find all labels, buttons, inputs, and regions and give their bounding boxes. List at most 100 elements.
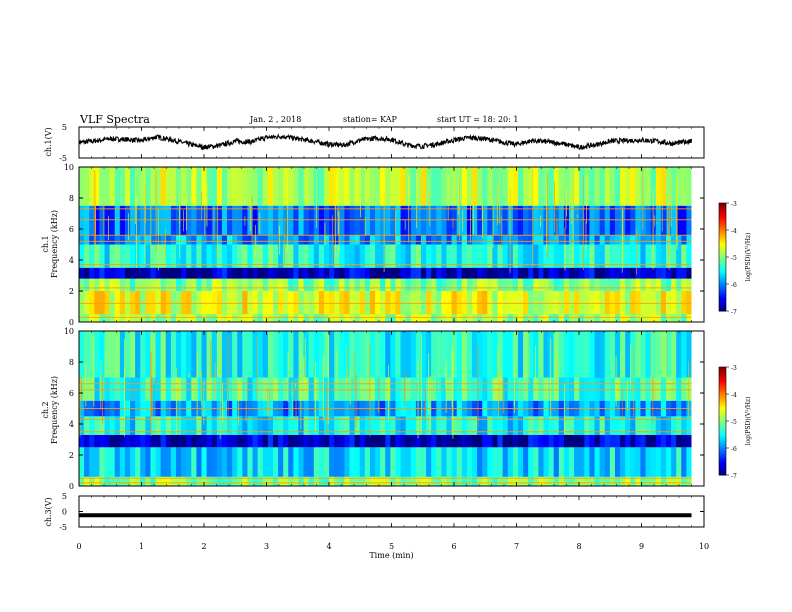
spectrogram-cell: [523, 377, 529, 401]
spectrogram-cell: [165, 167, 172, 206]
colorbar-cell: [719, 307, 726, 310]
spectrogram-cell: [681, 291, 687, 315]
spectrogram-cell: [502, 416, 509, 435]
spectrogram-cell: [563, 278, 570, 291]
spectrogram-cell: [359, 167, 366, 206]
spectrogram-cell: [262, 244, 269, 268]
spectrogram-cell: [186, 167, 192, 206]
spectrogram-cell: [584, 416, 591, 435]
spectrogram-cell: [145, 244, 152, 268]
spectrogram-cell: [604, 416, 611, 435]
spectrogram-cell: [676, 267, 682, 279]
colorbar-cell: [719, 469, 726, 472]
spectrogram-cell: [385, 278, 391, 291]
colorbar-cell: [719, 408, 726, 411]
spectrogram-cell: [660, 167, 667, 206]
spectrogram-cell: [119, 244, 126, 268]
spectrogram-cell: [339, 167, 346, 206]
spectrogram-cell: [415, 416, 422, 435]
spectrogram-cell: [206, 434, 213, 448]
spectrogram-cell: [313, 235, 320, 245]
spectrogram-cell: [466, 447, 473, 477]
spectrogram-cell: [354, 314, 361, 322]
spectrogram-cell: [579, 331, 585, 378]
spectrogram-cell: [339, 278, 346, 291]
spectrogram-cell: [548, 278, 555, 291]
spectrogram-cell: [451, 278, 458, 291]
spectrogram-cell: [497, 205, 504, 236]
spectrogram-cell: [594, 434, 601, 448]
spectrogram-cell: [405, 267, 412, 279]
spectrogram-cell: [293, 235, 300, 245]
spectrogram-cell: [262, 434, 269, 448]
spectrogram-cell: [329, 434, 335, 448]
spectrogram-cell: [533, 416, 539, 435]
spectrogram-cell: [349, 331, 356, 378]
spectrogram-cell: [140, 167, 146, 206]
spectrogram-cell: [359, 267, 366, 279]
spectrogram-cell: [502, 244, 509, 268]
spectrogram-cell: [155, 476, 162, 486]
spectrogram-cell: [298, 331, 305, 378]
spectrogram-cell: [359, 377, 366, 401]
spectrogram-cell: [247, 377, 254, 401]
spectrogram-cell: [533, 447, 539, 477]
spectrogram-cell: [543, 476, 550, 486]
spectrogram-cell: [196, 331, 203, 378]
spectrogram-cell: [599, 167, 606, 206]
spectrogram-cell: [155, 331, 162, 378]
spectrogram-cell: [191, 476, 197, 486]
spectrogram-cell: [303, 331, 310, 378]
spectrogram-cell: [604, 291, 611, 315]
spectrogram-cell: [676, 447, 682, 477]
spectrogram-cell: [354, 377, 361, 401]
spectrogram-cell: [676, 278, 682, 291]
spectrogram-cell: [635, 416, 642, 435]
spectrogram-cell: [267, 235, 274, 245]
spectrogram-cell: [400, 447, 407, 477]
spectrogram-cell: [369, 377, 376, 401]
spectrogram-cell: [380, 314, 386, 322]
spectrogram-cell: [431, 434, 437, 448]
spectrogram-cell: [553, 447, 560, 477]
spectrogram-cell: [313, 476, 320, 486]
spectrogram-cell: [563, 291, 570, 315]
spectrogram-cell: [140, 476, 146, 486]
spectrogram-cell: [232, 244, 238, 268]
spectrogram-cell: [308, 476, 315, 486]
spectrogram-cell: [288, 416, 294, 435]
spectrogram-cell: [410, 447, 417, 477]
spectrogram-cell: [201, 244, 208, 268]
spectrogram-cell: [681, 235, 687, 245]
spectrogram-cell: [512, 205, 519, 236]
colorbar-cell: [719, 293, 726, 296]
colorbar-cell: [719, 433, 726, 436]
spectrogram-cell: [150, 291, 157, 315]
spectrogram-cell: [609, 291, 616, 315]
spectrogram-cell: [609, 314, 616, 322]
spectrogram-cell: [431, 167, 437, 206]
spectrogram-cell: [329, 314, 335, 322]
spectrogram-cell: [135, 244, 141, 268]
spectrogram-cell: [426, 205, 432, 236]
spectrogram-cell: [599, 314, 606, 322]
spectrogram-cell: [175, 377, 182, 401]
spectrogram-cell: [252, 416, 259, 435]
spectrogram-cell: [431, 314, 437, 322]
spectrogram-cell: [308, 267, 315, 279]
spectrogram-cell: [635, 447, 642, 477]
spectrogram-cell: [395, 476, 402, 486]
spectrogram-cell: [512, 416, 519, 435]
spectrogram-cell: [247, 244, 254, 268]
spectrogram-cell: [507, 278, 514, 291]
spectrogram-cell: [492, 167, 499, 206]
spectrogram-cell: [635, 331, 642, 378]
spectrogram-cell: [124, 377, 131, 401]
spectrogram-cell: [446, 331, 453, 378]
spectrogram-cell: [380, 416, 386, 435]
spectrogram-cell: [237, 377, 243, 401]
spectrogram-cell: [461, 314, 468, 322]
spectrogram-cell: [558, 377, 565, 401]
spectrogram-cell: [298, 267, 305, 279]
spectrogram-cell: [579, 447, 585, 477]
